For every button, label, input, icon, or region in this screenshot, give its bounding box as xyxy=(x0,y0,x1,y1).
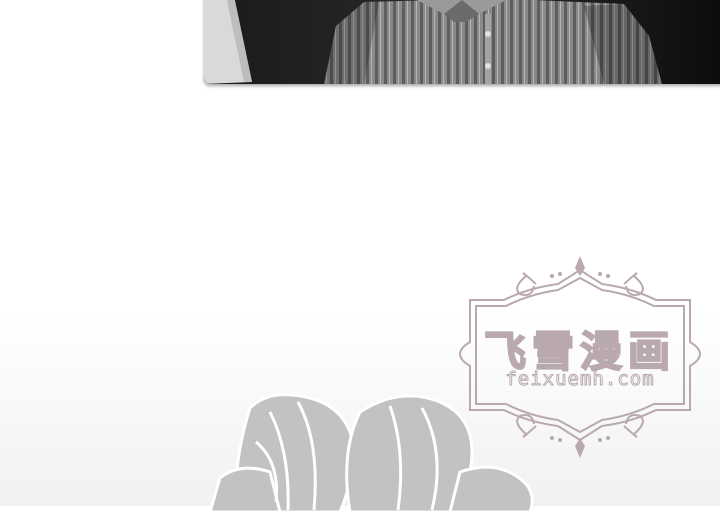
watermark-title: 飞雪漫画 xyxy=(483,326,676,377)
panel-artwork xyxy=(204,0,720,84)
watermark-frame xyxy=(459,256,701,458)
watermark-logo: 飞雪漫画 feixuemh.com xyxy=(448,254,712,460)
watermark-url: feixuemh.com xyxy=(505,368,655,391)
flower-decoration-icon xyxy=(210,393,534,512)
comic-panel xyxy=(204,0,720,84)
